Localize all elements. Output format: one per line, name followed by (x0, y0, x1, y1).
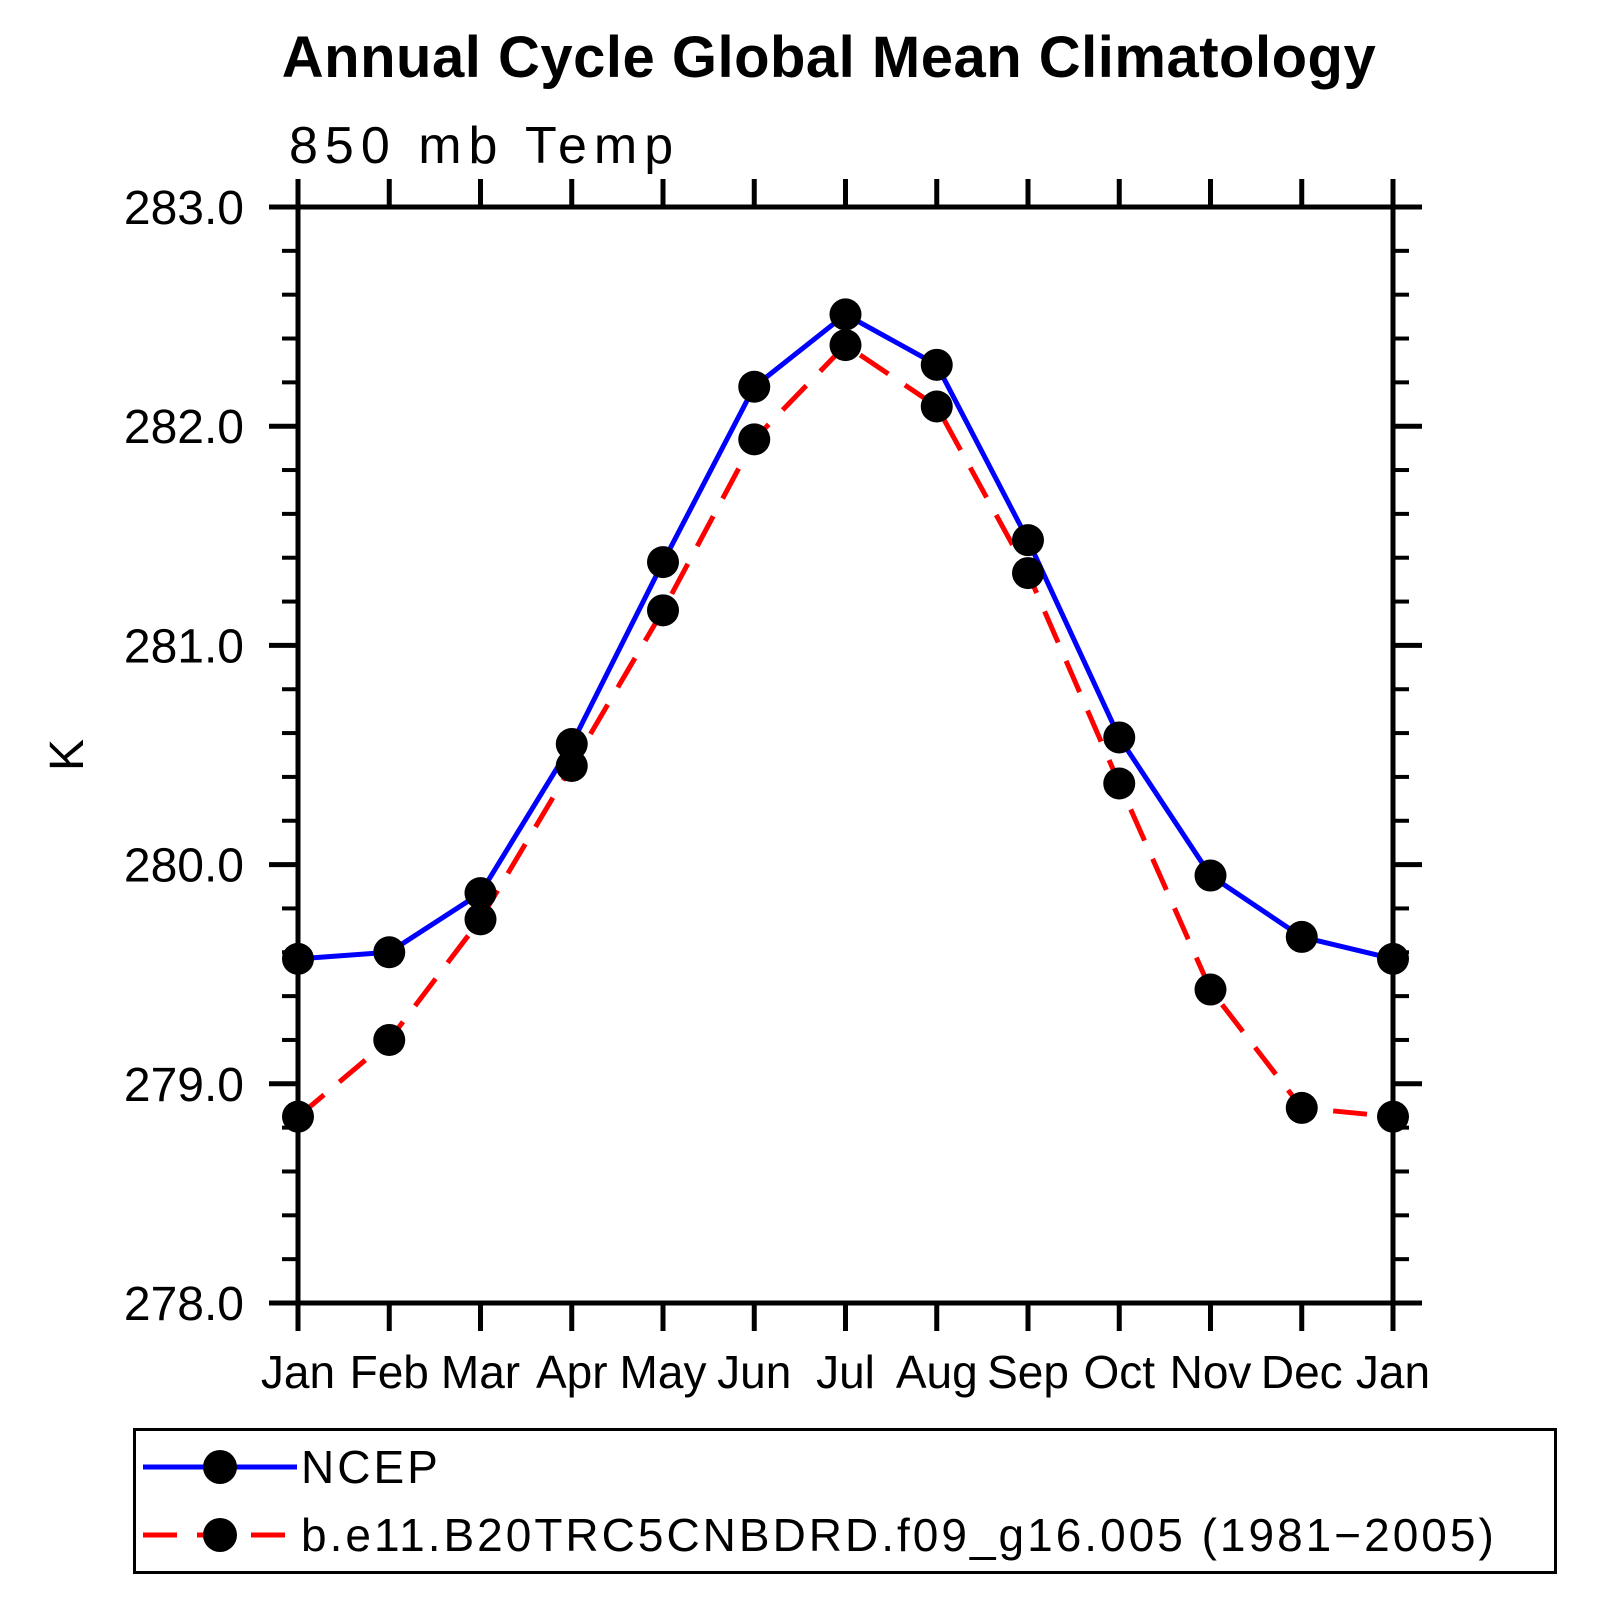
x-tick-label: Mar (441, 1346, 520, 1398)
model-data-point (647, 594, 679, 627)
legend-box: NCEP b.e11.B20TRC5CNBDRD.f09_g16.005 (19… (133, 1428, 1557, 1574)
chart-subtitle: 850 mb Temp (289, 117, 681, 175)
y-tick-label: 281.0 (124, 620, 244, 673)
ncep-data-point (373, 936, 406, 969)
model-data-point (1285, 1091, 1318, 1124)
ncep-data-point (464, 877, 497, 910)
x-tick-label: Jan (1356, 1346, 1430, 1398)
model-data-point (464, 903, 497, 936)
x-tick-label: Jan (261, 1346, 335, 1398)
ncep-data-point (647, 546, 679, 579)
model-data-point (282, 1100, 314, 1133)
model-legend-marker-icon (203, 1517, 237, 1552)
x-tick-label: Nov (1170, 1346, 1252, 1398)
model-data-point (1012, 557, 1044, 590)
x-tick-label: May (620, 1346, 707, 1398)
ncep-data-point (555, 728, 588, 761)
model-data-point (373, 1023, 406, 1056)
x-tick-label: Dec (1261, 1346, 1343, 1398)
legend-entry-model: b.e11.B20TRC5CNBDRD.f09_g16.005 (1981−20… (139, 1504, 1554, 1566)
model-data-point (829, 329, 862, 362)
ncep-data-point (1285, 920, 1318, 953)
model-legend-swatch (143, 1517, 297, 1552)
x-tick-label: Sep (987, 1346, 1069, 1398)
x-tick-label: Jun (717, 1346, 791, 1398)
model-data-point (1103, 767, 1136, 800)
legend-label-model: b.e11.B20TRC5CNBDRD.f09_g16.005 (1981−20… (301, 1508, 1497, 1561)
ncep-data-point (1012, 524, 1044, 557)
ncep-data-point (1103, 721, 1136, 754)
ncep-line (297, 311, 1394, 962)
x-tick-label: Apr (536, 1346, 608, 1398)
ncep-legend-swatch (143, 1450, 297, 1485)
ncep-data-point (829, 298, 862, 331)
y-tick-label: 278.0 (124, 1278, 244, 1331)
model-data-point (920, 390, 953, 423)
ncep-data-point (920, 348, 953, 381)
model-data-point (1377, 1100, 1409, 1133)
x-tick-label: Jul (816, 1346, 875, 1398)
model-data-point (555, 749, 588, 782)
legend-entry-ncep: NCEP (139, 1436, 1554, 1498)
y-tick-label: 279.0 (124, 1059, 244, 1112)
x-tick-label: Oct (1083, 1346, 1155, 1398)
y-tick-label: 280.0 (124, 840, 244, 893)
ncep-data-point (738, 370, 771, 403)
x-tick-label: Feb (350, 1346, 429, 1398)
ncep-data-point (282, 942, 314, 975)
y-tick-label: 283.0 (124, 182, 244, 235)
legend-label-ncep: NCEP (301, 1441, 441, 1494)
model-data-point (1194, 973, 1227, 1006)
ncep-legend-marker-icon (203, 1450, 237, 1485)
chart-title: Annual Cycle Global Mean Climatology (281, 25, 1377, 90)
model-data-point (738, 423, 771, 456)
ncep-data-point (1194, 859, 1227, 892)
model-line (296, 342, 1394, 1120)
x-tick-label: Aug (896, 1346, 978, 1398)
y-tick-label: 282.0 (124, 401, 244, 454)
ncep-data-point (1377, 942, 1409, 975)
